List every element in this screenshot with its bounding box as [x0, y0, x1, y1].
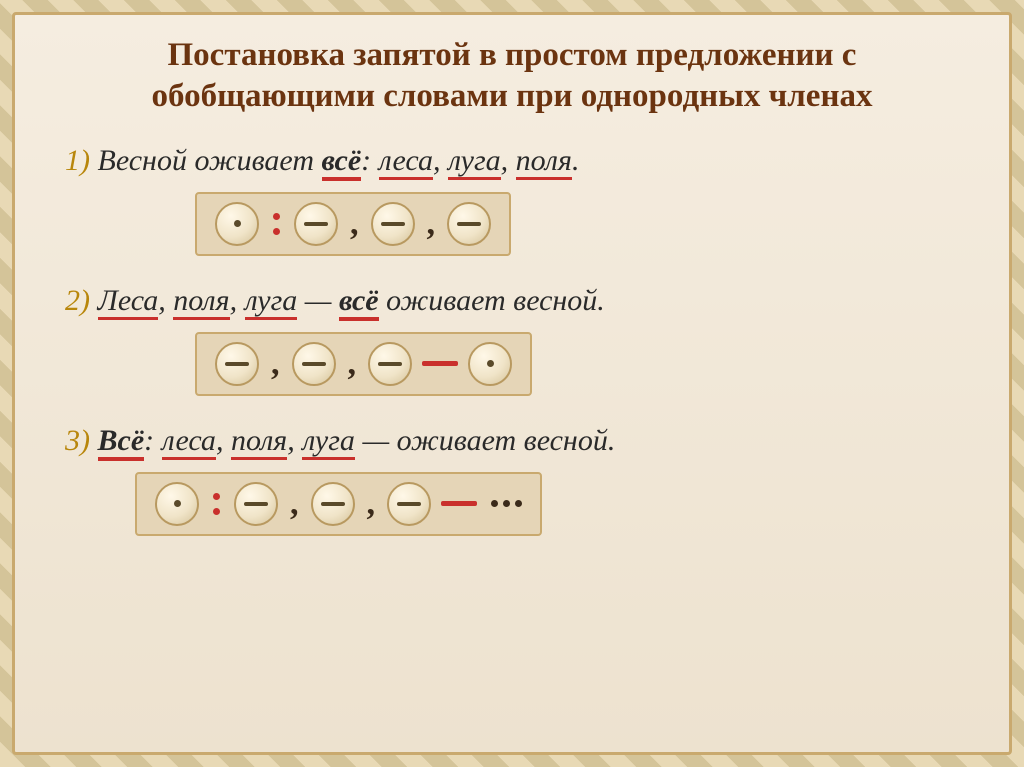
schema-dash	[422, 361, 458, 366]
text-plain: ,	[230, 284, 245, 317]
schema-item-circle	[294, 202, 338, 246]
example-block: 3) Всё: леса, поля, луга — оживает весно…	[65, 420, 959, 550]
slide-container: Постановка запятой в простом предложении…	[0, 0, 1024, 767]
text-underlined: поля	[231, 424, 287, 460]
text-underlined: поля	[516, 144, 572, 180]
text-underlined: луга	[448, 144, 501, 180]
example-block: 2) Леса, поля, луга — всё оживает весной…	[65, 280, 959, 410]
schema-generalizing-circle	[468, 342, 512, 386]
slide-title: Постановка запятой в простом предложении…	[65, 35, 959, 118]
schema-comma: ,	[269, 345, 282, 383]
schema-box: ,,	[135, 472, 542, 536]
text-underlined: Леса	[98, 284, 159, 320]
schema-ellipsis	[491, 500, 522, 507]
examples-list: 1) Весной оживает всё: леса, луга, поля.…	[65, 140, 959, 550]
schema-comma: ,	[348, 205, 361, 243]
schema-item-circle	[292, 342, 336, 386]
schema-generalizing-circle	[155, 482, 199, 526]
schema-box: ,,	[195, 332, 532, 396]
schema-dash	[441, 501, 477, 506]
example-number: 3)	[65, 424, 90, 457]
schema-row: ,,	[215, 342, 512, 386]
text-plain: :	[361, 144, 379, 177]
text-bold-underlined: Всё	[98, 424, 145, 461]
schema-item-circle	[234, 482, 278, 526]
example-sentence: 3) Всё: леса, поля, луга — оживает весно…	[65, 420, 959, 462]
text-plain: ,	[433, 144, 448, 177]
text-bold-underlined: всё	[339, 284, 379, 321]
text-underlined: леса	[379, 144, 433, 180]
schema-row: ,,	[155, 482, 522, 526]
example-sentence: 1) Весной оживает всё: леса, луга, поля.	[65, 140, 959, 182]
schema-item-circle	[447, 202, 491, 246]
text-bold-underlined: всё	[322, 144, 362, 181]
text-underlined: леса	[162, 424, 216, 460]
text-plain: ,	[287, 424, 302, 457]
schema-comma: ,	[365, 485, 378, 523]
example-number: 1)	[65, 144, 90, 177]
text-underlined: луга	[245, 284, 298, 320]
schema-generalizing-circle	[215, 202, 259, 246]
text-plain: ,	[501, 144, 516, 177]
schema-comma: ,	[425, 205, 438, 243]
schema-item-circle	[311, 482, 355, 526]
text-plain: :	[144, 424, 162, 457]
text-plain: — оживает весной.	[355, 424, 615, 457]
text-plain: оживает	[187, 144, 322, 177]
schema-item-circle	[387, 482, 431, 526]
text-underlined: луга	[302, 424, 355, 460]
slide-inner: Постановка запятой в простом предложении…	[12, 12, 1012, 755]
text-plain: Весной	[98, 144, 187, 177]
schema-item-circle	[368, 342, 412, 386]
schema-colon	[213, 493, 220, 515]
schema-comma: ,	[288, 485, 301, 523]
example-sentence: 2) Леса, поля, луга — всё оживает весной…	[65, 280, 959, 322]
text-plain: ,	[216, 424, 231, 457]
text-plain: —	[297, 284, 339, 317]
schema-colon	[273, 213, 280, 235]
schema-box: ,,	[195, 192, 511, 256]
example-block: 1) Весной оживает всё: леса, луга, поля.…	[65, 140, 959, 270]
text-plain: оживает весной.	[379, 284, 605, 317]
schema-item-circle	[215, 342, 259, 386]
text-underlined: поля	[173, 284, 229, 320]
example-number: 2)	[65, 284, 90, 317]
schema-row: ,,	[215, 202, 491, 246]
text-plain: .	[572, 144, 580, 177]
text-plain: ,	[158, 284, 173, 317]
schema-item-circle	[371, 202, 415, 246]
schema-comma: ,	[346, 345, 359, 383]
